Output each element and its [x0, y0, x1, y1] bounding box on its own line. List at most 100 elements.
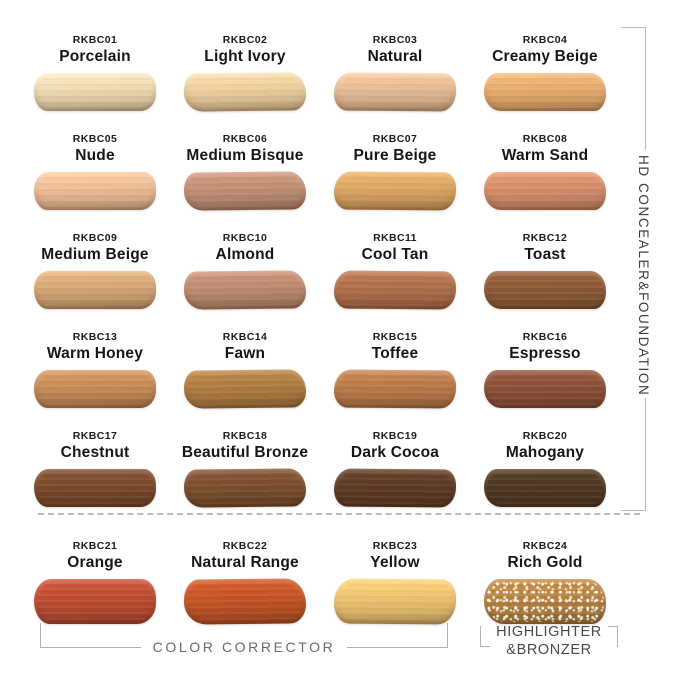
- swatch-code: RKBC08: [522, 133, 568, 145]
- swatch-code: RKBC16: [522, 331, 568, 343]
- highlighter-bronzer-group: HIGHLIGHTER &BRONZER: [480, 624, 618, 659]
- swatch-name: Dark Cocoa: [350, 444, 440, 462]
- swatch-code: RKBC10: [222, 232, 268, 244]
- bracket-line-left: [40, 623, 141, 648]
- swatch-code: RKBC02: [222, 34, 268, 46]
- swatch-smear: [34, 468, 156, 507]
- swatch-cell: RKBC21 Orange: [20, 532, 170, 652]
- swatch-grid-main: RKBC01 Porcelain RKBC02 Light Ivory RKBC…: [20, 12, 620, 508]
- swatch-cell: RKBC03 Natural: [320, 12, 470, 112]
- swatch-cell: RKBC02 Light Ivory: [170, 12, 320, 112]
- swatch-name: Light Ivory: [204, 48, 286, 66]
- bracket-line-right: [347, 623, 448, 648]
- swatch-name: Toffee: [371, 345, 419, 363]
- swatch-name: Medium Bisque: [186, 147, 304, 165]
- swatch-code: RKBC05: [72, 133, 118, 145]
- swatch-cell: RKBC06 Medium Bisque: [170, 111, 320, 211]
- swatch-name: Creamy Beige: [492, 48, 598, 66]
- swatch-name: Natural: [367, 48, 423, 66]
- swatch-grid-bottom: RKBC21 Orange RKBC22 Natural Range RKBC2…: [20, 532, 620, 652]
- bronzer-label: &BRONZER: [506, 641, 592, 658]
- swatch-smear: [183, 369, 307, 409]
- swatch-code: RKBC17: [72, 430, 118, 442]
- swatch-code: RKBC18: [222, 430, 268, 442]
- swatch-cell: RKBC19 Dark Cocoa: [320, 408, 470, 508]
- swatch-cell: RKBC10 Almond: [170, 210, 320, 310]
- swatch-name: Nude: [75, 147, 115, 165]
- swatch-code: RKBC06: [222, 133, 268, 145]
- swatch-code: RKBC09: [72, 232, 118, 244]
- swatch-name: Warm Honey: [46, 345, 144, 363]
- swatch-name: Porcelain: [59, 48, 131, 66]
- swatch-name: Fawn: [224, 345, 266, 363]
- swatch-cell: RKBC16 Espresso: [470, 309, 620, 408]
- swatch-cell: RKBC12 Toast: [470, 210, 620, 309]
- swatch-name: Beautiful Bronze: [181, 444, 309, 462]
- right-bracket-top-corner: [621, 27, 646, 150]
- swatch-name: Toast: [524, 246, 566, 264]
- swatch-name: Rich Gold: [507, 554, 583, 572]
- swatch-name: Cool Tan: [361, 246, 429, 264]
- swatch-name: Orange: [67, 554, 123, 572]
- swatch-smear: [34, 578, 156, 624]
- swatch-smear: [484, 72, 606, 111]
- swatch-name: Natural Range: [191, 554, 299, 572]
- swatch-name: Mahogany: [505, 444, 585, 462]
- swatch-code: RKBC07: [372, 133, 418, 145]
- swatch-smear: [183, 72, 307, 112]
- swatch-smear: [484, 578, 606, 624]
- swatch-code: RKBC19: [372, 430, 418, 442]
- swatch-code: RKBC04: [522, 34, 568, 46]
- swatch-cell: RKBC23 Yellow: [320, 532, 470, 652]
- swatch-smear: [183, 468, 307, 508]
- swatch-smear: [484, 369, 606, 408]
- swatch-code: RKBC01: [72, 34, 118, 46]
- swatch-smear: [183, 578, 307, 625]
- hd-concealer-foundation-label: HD CONCEALER&FOUNDATION: [636, 155, 651, 397]
- swatch-code: RKBC20: [522, 430, 568, 442]
- swatch-name: Almond: [215, 246, 275, 264]
- swatch-smear: [484, 468, 606, 507]
- swatch-smear: [34, 270, 156, 309]
- swatch-cell: RKBC04 Creamy Beige: [470, 12, 620, 111]
- swatch-smear: [333, 270, 457, 310]
- swatch-cell: RKBC13 Warm Honey: [20, 309, 170, 408]
- swatch-smear: [333, 72, 457, 112]
- swatch-code: RKBC21: [72, 540, 118, 552]
- color-corrector-label: COLOR CORRECTOR: [152, 639, 336, 656]
- swatch-smear: [333, 468, 457, 508]
- swatch-cell: RKBC18 Beautiful Bronze: [170, 408, 320, 508]
- swatch-cell: RKBC24 Rich Gold: [470, 532, 620, 652]
- swatch-smear: [183, 171, 307, 211]
- swatch-smear: [333, 171, 457, 211]
- swatch-cell: RKBC11 Cool Tan: [320, 210, 470, 310]
- swatch-cell: RKBC08 Warm Sand: [470, 111, 620, 210]
- swatch-smear: [333, 578, 457, 625]
- swatch-smear: [34, 72, 156, 111]
- highlighter-label: HIGHLIGHTER: [496, 624, 602, 640]
- swatch-cell: RKBC05 Nude: [20, 111, 170, 210]
- swatch-code: RKBC15: [372, 331, 418, 343]
- swatch-code: RKBC22: [222, 540, 268, 552]
- swatch-code: RKBC14: [222, 331, 268, 343]
- swatch-name: Pure Beige: [353, 147, 437, 165]
- highlighter-bronzer-label: HIGHLIGHTER &BRONZER: [496, 624, 602, 659]
- swatch-code: RKBC24: [522, 540, 568, 552]
- right-bracket-bottom-corner: [621, 398, 646, 511]
- swatch-code: RKBC03: [372, 34, 418, 46]
- bracket-corner-left: [480, 626, 490, 647]
- swatch-cell: RKBC17 Chestnut: [20, 408, 170, 507]
- swatch-cell: RKBC09 Medium Beige: [20, 210, 170, 309]
- swatch-smear: [34, 369, 156, 408]
- color-corrector-bracket: COLOR CORRECTOR: [40, 623, 448, 655]
- swatch-name: Chestnut: [60, 444, 130, 462]
- swatch-cell: RKBC07 Pure Beige: [320, 111, 470, 211]
- swatch-code: RKBC13: [72, 331, 118, 343]
- bracket-corner-right: [607, 626, 618, 647]
- swatch-name: Medium Beige: [41, 246, 149, 264]
- swatch-name: Warm Sand: [501, 147, 589, 165]
- swatch-smear: [484, 270, 606, 309]
- swatch-name: Yellow: [370, 554, 420, 572]
- swatch-code: RKBC11: [373, 232, 417, 244]
